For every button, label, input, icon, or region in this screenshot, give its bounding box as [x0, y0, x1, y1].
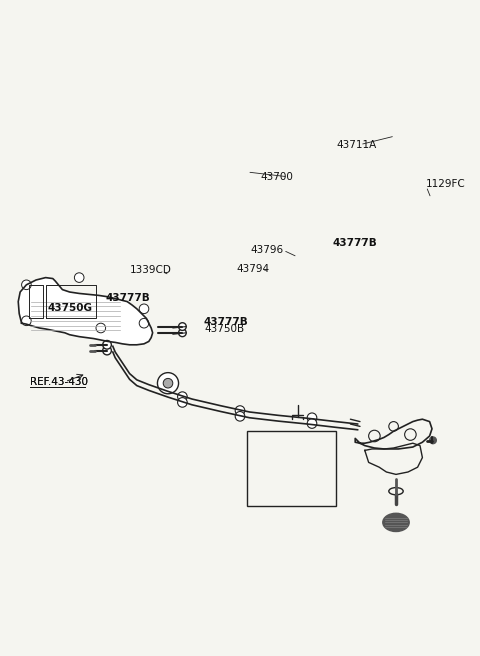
- Circle shape: [235, 411, 245, 421]
- Circle shape: [430, 437, 436, 443]
- Text: 43750G: 43750G: [48, 303, 93, 313]
- Circle shape: [178, 398, 187, 407]
- Circle shape: [163, 379, 173, 388]
- Text: 1339CD: 1339CD: [130, 266, 171, 276]
- Text: 43796: 43796: [251, 245, 284, 255]
- Circle shape: [103, 346, 111, 355]
- Circle shape: [157, 373, 179, 394]
- Circle shape: [139, 304, 149, 314]
- Text: REF.43-430: REF.43-430: [30, 377, 88, 387]
- Circle shape: [96, 323, 106, 333]
- Bar: [247, 431, 336, 506]
- Text: REF.43-430: REF.43-430: [30, 377, 88, 387]
- Circle shape: [22, 280, 31, 289]
- Text: 43750B: 43750B: [204, 325, 244, 335]
- Text: 43777B: 43777B: [106, 293, 150, 303]
- Circle shape: [178, 392, 187, 401]
- Text: 43777B: 43777B: [333, 237, 377, 247]
- Text: 43711A: 43711A: [336, 140, 376, 150]
- Circle shape: [103, 340, 111, 349]
- Circle shape: [139, 318, 149, 328]
- Circle shape: [307, 419, 317, 428]
- Text: 43794: 43794: [236, 264, 269, 274]
- Circle shape: [22, 316, 31, 325]
- Ellipse shape: [383, 513, 409, 531]
- Polygon shape: [18, 277, 153, 345]
- Circle shape: [307, 413, 317, 422]
- Text: 43700: 43700: [260, 172, 293, 182]
- Circle shape: [235, 406, 245, 415]
- Text: 43777B: 43777B: [204, 318, 249, 327]
- Text: 1129FC: 1129FC: [426, 179, 466, 189]
- Circle shape: [74, 273, 84, 282]
- Circle shape: [179, 329, 186, 337]
- Circle shape: [179, 323, 186, 331]
